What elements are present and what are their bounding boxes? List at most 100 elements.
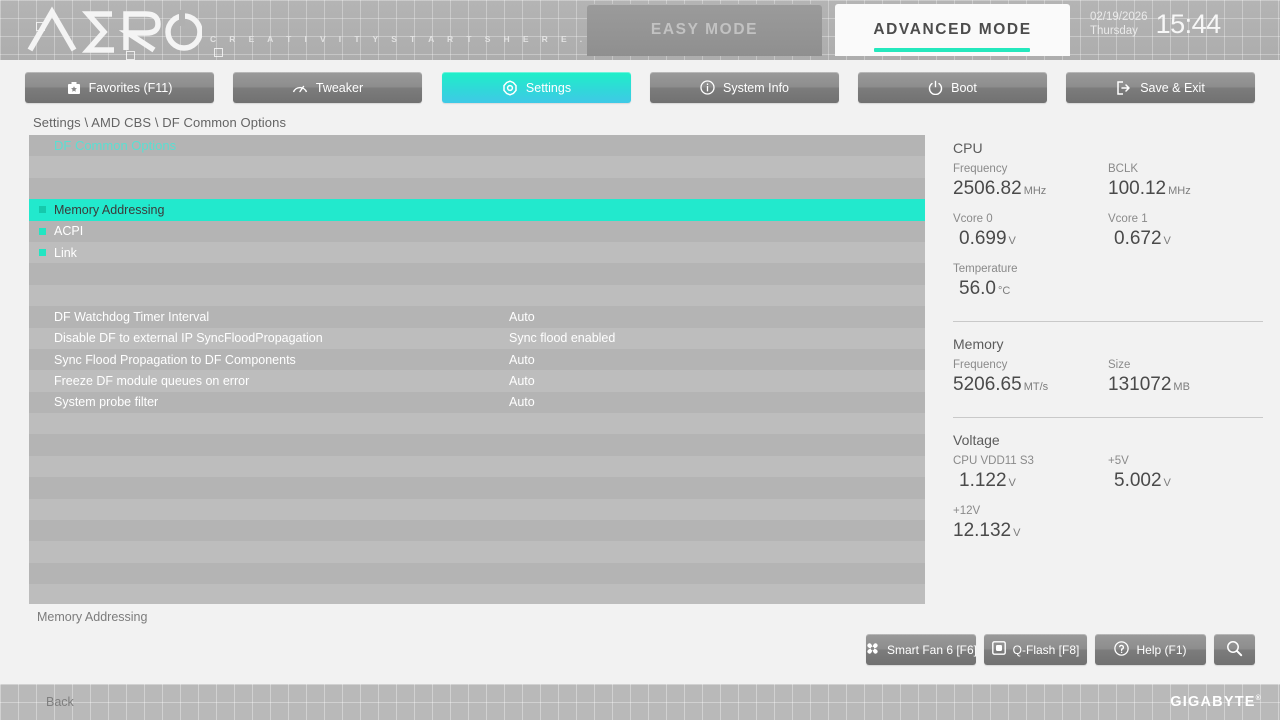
cpu-frequency-cell: Frequency 2506.82 MHz [953,162,1108,203]
setting-row-df-watchdog-timer-interval[interactable]: DF Watchdog Timer Interval Auto [29,306,925,328]
memory-frequency-value: 5206.65 [953,374,1022,395]
voltage-12v-cell: +12V 12.132 V [953,504,1263,545]
tweaker-gauge-icon [292,81,308,95]
tab-easy-mode-label: EASY MODE [650,21,759,38]
submenu-item-label: ACPI [54,224,84,239]
clock-weekday: Thursday [1090,25,1138,37]
submenu-bullet-icon [39,206,46,214]
memory-frequency-unit: MT/s [1023,381,1049,393]
cpu-vcore0-unit: V [1008,235,1016,247]
nav-item-settings-label: Settings [525,80,572,95]
setting-value[interactable]: Auto [509,352,535,367]
setting-label: Sync Flood Propagation to DF Components [54,352,296,367]
corner-mark-decoration [126,51,135,60]
cpu-section-title: CPU [953,140,983,156]
voltage-section: Voltage CPU VDD11 S3 1.122 V +5V 5.002 V +… [953,432,1263,554]
setting-value[interactable]: Sync flood enabled [509,331,616,346]
cpu-temperature-value: 56.0 [959,278,996,299]
nav-item-favorites-label: Favorites (F11) [88,80,173,95]
main-nav-bar: Favorites (F11) Tweaker Settings System … [0,60,1280,108]
memory-frequency-label: Frequency [953,359,1008,371]
list-empty-row [29,455,925,478]
nav-item-boot-label: Boot [951,80,977,95]
list-empty-row [29,541,925,563]
back-button[interactable]: Back [46,695,74,709]
help-button[interactable]: Help (F1) [1095,634,1206,665]
breadcrumb: Settings \ AMD CBS \ DF Common Options [33,115,287,130]
voltage-12v-unit: V [1013,527,1021,539]
voltage-5v-value: 5.002 [1114,470,1162,491]
submenu-item-memory-addressing[interactable]: Memory Addressing [29,199,925,221]
info-circle-icon [700,80,715,95]
cpu-vcore1-unit: V [1163,235,1171,247]
list-empty-row [29,477,925,499]
submenu-item-label: Link [54,245,77,260]
setting-row-disable-df-syncfloodpropagation[interactable]: Disable DF to external IP SyncFloodPropa… [29,327,925,349]
setting-label: Disable DF to external IP SyncFloodPropa… [54,331,323,346]
voltage-12v-label: +12V [953,505,981,517]
submenu-item-acpi[interactable]: ACPI [29,220,925,242]
hardware-monitor-panel: CPU Frequency 2506.82 MHz BCLK 100.12 MHz … [953,140,1263,554]
smart-fan-button[interactable]: Smart Fan 6 [F6] [865,634,978,665]
setting-row-freeze-df-module-queues[interactable]: Freeze DF module queues on error Auto [29,370,925,392]
app-header: C R E A T I V I T Y S T A R T S H E R E … [0,0,1280,60]
submenu-item-label: Memory Addressing [54,202,165,217]
cpu-frequency-value: 2506.82 [953,178,1022,199]
active-tab-underline [874,48,1030,52]
voltage-vdd11-value: 1.122 [959,470,1007,491]
voltage-vdd11-label: CPU VDD11 S3 [953,455,1034,467]
list-empty-row [29,413,925,435]
search-button[interactable] [1214,634,1255,665]
section-divider [953,321,1263,322]
nav-item-save-exit[interactable]: Save & Exit [1066,72,1255,103]
clock-date: 02/19/2026 [1090,11,1148,23]
memory-frequency-cell: Frequency 5206.65 MT/s [953,358,1108,399]
memory-size-cell: Size 131072 MB [1108,358,1263,399]
nav-item-settings[interactable]: Settings [442,72,631,103]
cpu-vcore0-value: 0.699 [959,228,1007,249]
question-circle-icon [1114,640,1130,659]
cpu-vcore1-cell: Vcore 1 0.672 V [1108,212,1263,253]
qflash-button[interactable]: Q-Flash [F8] [984,634,1087,665]
tab-easy-mode[interactable]: EASY MODE [587,4,822,56]
clock-time: 15:44 [1155,9,1222,39]
qflash-label: Q-Flash [F8] [1012,642,1080,657]
qflash-icon [991,641,1006,658]
nav-item-favorites[interactable]: Favorites (F11) [25,72,214,103]
nav-item-system-info[interactable]: System Info [650,72,839,103]
cpu-bclk-unit: MHz [1168,185,1191,197]
memory-size-label: Size [1108,359,1131,371]
voltage-vdd11-unit: V [1008,477,1016,489]
setting-row-system-probe-filter[interactable]: System probe filter Auto [29,391,925,414]
section-divider [953,417,1263,418]
settings-list-panel[interactable]: DF Common Options Memory Addressing ACPI… [29,135,925,604]
list-spacer-row [29,284,925,307]
nav-item-tweaker[interactable]: Tweaker [233,72,422,103]
setting-value[interactable]: Auto [509,309,535,324]
list-spacer-row [29,156,925,178]
cpu-frequency-label: Frequency [953,163,1008,175]
setting-value[interactable]: Auto [509,373,535,388]
memory-size-value: 131072 [1108,374,1172,395]
app-footer [0,684,1280,720]
list-page-title-row: DF Common Options [29,135,925,157]
cpu-bclk-value: 100.12 [1108,178,1167,199]
submenu-item-link[interactable]: Link [29,241,925,264]
smart-fan-label: Smart Fan 6 [F6] [886,642,978,657]
setting-row-sync-flood-propagation[interactable]: Sync Flood Propagation to DF Components … [29,348,925,371]
cpu-temperature-cell: Temperature 56.0 °C [953,262,1263,303]
voltage-5v-cell: +5V 5.002 V [1108,454,1263,495]
setting-value[interactable]: Auto [509,395,535,410]
cpu-bclk-cell: BCLK 100.12 MHz [1108,162,1263,203]
voltage-12v-value: 12.132 [953,520,1012,541]
voltage-section-title: Voltage [953,432,1000,448]
memory-section: Memory Frequency 5206.65 MT/s Size 131072… [953,336,1263,408]
list-spacer-row [29,263,925,285]
fan-icon [865,641,880,659]
aero-logo [22,2,202,54]
nav-item-boot[interactable]: Boot [858,72,1047,103]
setting-label: System probe filter [54,395,159,410]
tab-advanced-mode[interactable]: ADVANCED MODE [835,4,1070,56]
exit-arrow-icon [1116,80,1132,95]
